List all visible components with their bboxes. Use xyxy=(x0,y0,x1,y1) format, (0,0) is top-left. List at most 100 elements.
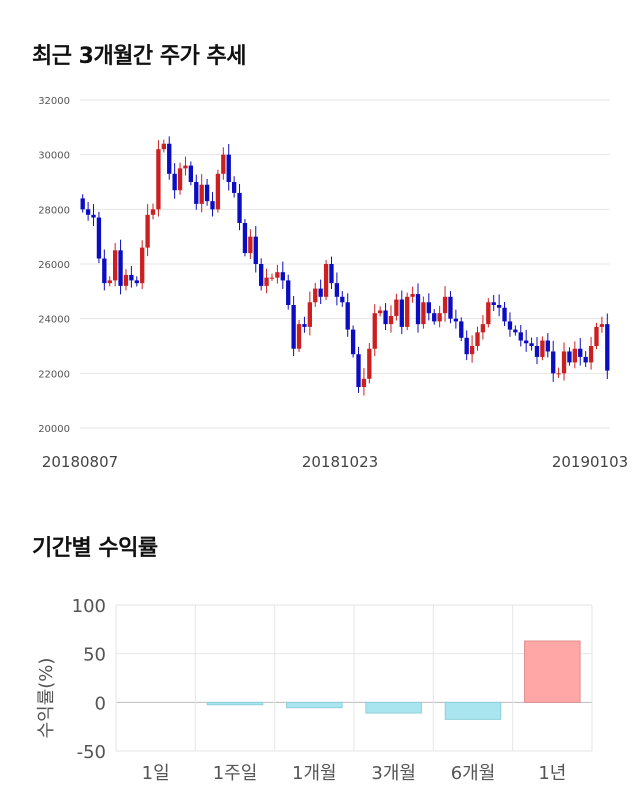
candle-body xyxy=(442,296,448,314)
candle-body xyxy=(167,143,172,174)
candle-body xyxy=(361,378,367,387)
candle-x-axis: 20180807 20181023 20190103 xyxy=(42,453,628,470)
bar-series xyxy=(206,640,581,720)
candle-y-tick-label: 24000 xyxy=(38,315,70,326)
candle-body xyxy=(150,209,156,215)
candle-body xyxy=(502,307,507,322)
bar-y-tick-label: 50 xyxy=(83,645,106,666)
bar-x-tick-label: 1주일 xyxy=(213,763,258,784)
candle-body xyxy=(269,277,275,279)
candle-body xyxy=(561,351,567,374)
price-trend-title: 최근 3개월간 주가 추세 xyxy=(32,44,246,69)
candle-body xyxy=(605,324,610,371)
candle-body xyxy=(567,351,572,363)
candle-body xyxy=(183,165,188,169)
return-bar xyxy=(206,701,264,706)
candle-y-axis: 20000 22000 24000 26000 28000 30000 32000 xyxy=(38,96,70,435)
candle-body xyxy=(578,348,583,357)
candle-body xyxy=(204,184,210,202)
candle-body xyxy=(340,296,345,303)
candle-body xyxy=(540,340,545,357)
candle-body xyxy=(518,332,523,341)
candle-body xyxy=(199,184,204,204)
candle-body xyxy=(583,356,588,363)
candle-series xyxy=(80,136,610,396)
returns-bar-chart: 100 50 0 -50 1일 1주일 1개월 3개월 6개월 1년 수익률(%) xyxy=(36,596,593,784)
candle-body xyxy=(448,296,453,319)
candle-body xyxy=(177,168,183,191)
candle-body xyxy=(453,318,459,322)
candle-body xyxy=(426,302,431,314)
candle-body xyxy=(112,250,118,281)
candle-body xyxy=(496,305,502,308)
candle-body xyxy=(399,299,404,327)
candle-body xyxy=(286,280,291,305)
candle-body xyxy=(459,321,464,338)
candle-body xyxy=(572,348,578,363)
candle-body xyxy=(161,143,166,150)
candle-body xyxy=(388,315,394,325)
candle-body xyxy=(529,343,534,346)
candle-body xyxy=(107,280,112,284)
candle-body xyxy=(507,321,513,330)
candle-body xyxy=(405,296,410,327)
candle-body xyxy=(140,247,145,284)
price-candlestick-chart: 20000 22000 24000 26000 28000 30000 32000 2018… xyxy=(38,96,628,470)
candle-y-tick-label: 28000 xyxy=(38,205,70,216)
candle-body xyxy=(259,264,264,286)
candle-x-tick-label: 20190103 xyxy=(552,453,628,470)
candle-body xyxy=(85,209,91,215)
candle-body xyxy=(291,305,296,349)
candle-body xyxy=(313,288,318,303)
candle-body xyxy=(350,329,356,355)
candle-body xyxy=(394,299,399,316)
candle-body xyxy=(383,310,388,325)
candle-body xyxy=(280,272,285,281)
return-bar xyxy=(444,701,502,720)
candle-body xyxy=(318,288,323,297)
candle-x-tick-label: 20181023 xyxy=(302,453,378,470)
candle-body xyxy=(594,326,599,346)
candle-body xyxy=(486,302,491,325)
candle-body xyxy=(134,280,139,284)
candle-body xyxy=(367,348,372,379)
candle-x-tick-label: 20180807 xyxy=(42,453,118,470)
candle-body xyxy=(491,302,496,305)
candle-body xyxy=(275,272,280,278)
candle-y-tick-label: 32000 xyxy=(38,96,70,107)
candle-body xyxy=(345,302,350,330)
bar-y-tick-label: 100 xyxy=(72,596,106,617)
candle-body xyxy=(421,302,426,325)
candle-body xyxy=(534,346,540,357)
candle-body xyxy=(210,201,215,210)
candle-body xyxy=(432,313,437,322)
return-bar xyxy=(286,701,343,709)
candle-body xyxy=(524,340,529,344)
candle-body xyxy=(302,324,307,327)
candle-body xyxy=(264,277,269,286)
candle-body xyxy=(242,223,248,254)
bar-x-tick-label: 1개월 xyxy=(292,763,337,784)
candle-body xyxy=(415,294,421,325)
candle-body xyxy=(296,324,302,349)
bar-gridlines xyxy=(115,604,593,752)
candle-body xyxy=(356,354,361,387)
bar-x-tick-label: 1년 xyxy=(538,763,566,784)
bar-y-tick-label: -50 xyxy=(77,742,106,763)
candle-body xyxy=(188,165,194,182)
candle-body xyxy=(437,313,442,322)
bar-x-axis: 1일 1주일 1개월 3개월 6개월 1년 xyxy=(142,763,567,784)
candle-y-tick-label: 20000 xyxy=(38,424,70,435)
candle-body xyxy=(253,236,258,264)
candle-body xyxy=(129,274,134,281)
bar-x-tick-label: 6개월 xyxy=(451,763,496,784)
candle-body xyxy=(237,192,242,223)
candle-body xyxy=(464,337,469,355)
candle-body xyxy=(248,236,253,254)
candle-body xyxy=(102,258,107,284)
candle-body xyxy=(469,346,475,355)
candle-body xyxy=(588,346,594,363)
candle-body xyxy=(545,340,550,352)
candle-body xyxy=(329,264,334,284)
candle-y-tick-label: 30000 xyxy=(38,151,70,162)
